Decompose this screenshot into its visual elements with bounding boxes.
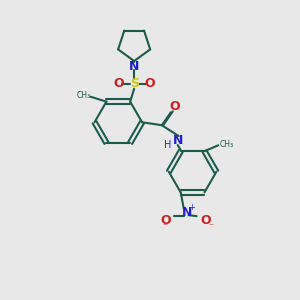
Text: S: S <box>130 77 139 90</box>
Text: ⁻: ⁻ <box>208 222 213 232</box>
Text: ⁻: ⁻ <box>162 222 167 232</box>
Text: CH₃: CH₃ <box>76 91 91 100</box>
Text: N: N <box>182 206 192 219</box>
Text: +: + <box>188 203 195 212</box>
Text: O: O <box>113 77 124 90</box>
Text: CH₃: CH₃ <box>219 140 233 149</box>
Text: H: H <box>164 140 172 150</box>
Text: N: N <box>172 134 183 147</box>
Text: O: O <box>160 214 171 226</box>
Text: N: N <box>129 59 139 73</box>
Text: O: O <box>145 77 155 90</box>
Text: O: O <box>169 100 180 113</box>
Text: O: O <box>200 214 211 226</box>
